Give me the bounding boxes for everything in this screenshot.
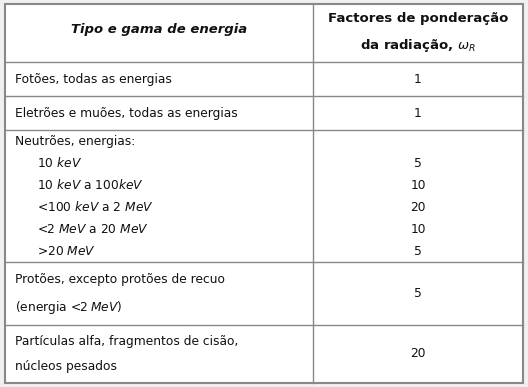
Text: 10 $keV$ a 100$keV$: 10 $keV$ a 100$keV$ — [37, 178, 144, 192]
Text: 5: 5 — [414, 245, 422, 258]
Text: <2 $MeV$ a 20 $MeV$: <2 $MeV$ a 20 $MeV$ — [37, 223, 149, 236]
Text: Factores de ponderação: Factores de ponderação — [328, 12, 508, 25]
Text: 1: 1 — [414, 73, 422, 86]
Text: Eletrões e muões, todas as energias: Eletrões e muões, todas as energias — [15, 107, 238, 120]
Text: >20 $MeV$: >20 $MeV$ — [37, 245, 96, 258]
Text: 1: 1 — [414, 107, 422, 120]
Text: 10 $keV$: 10 $keV$ — [37, 156, 82, 170]
Text: 5: 5 — [414, 287, 422, 300]
Text: 10: 10 — [410, 223, 426, 236]
Text: Partículas alfa, fragmentos de cisão,: Partículas alfa, fragmentos de cisão, — [15, 334, 238, 348]
Text: núcleos pesados: núcleos pesados — [15, 360, 117, 373]
Text: 10: 10 — [410, 179, 426, 192]
Text: 20: 20 — [410, 201, 426, 214]
Text: Tipo e gama de energia: Tipo e gama de energia — [71, 23, 247, 36]
Text: da radiação, $\omega_R$: da radiação, $\omega_R$ — [360, 38, 476, 55]
Text: <100 $keV$ a 2 $MeV$: <100 $keV$ a 2 $MeV$ — [37, 200, 154, 214]
Text: 20: 20 — [410, 348, 426, 360]
Text: (energia <2 $MeV$): (energia <2 $MeV$) — [15, 299, 122, 316]
Text: Protões, excepto protões de recuo: Protões, excepto protões de recuo — [15, 273, 225, 286]
Text: 5: 5 — [414, 157, 422, 170]
Text: Fotões, todas as energias: Fotões, todas as energias — [15, 73, 172, 86]
Text: Neutrões, energias:: Neutrões, energias: — [15, 135, 135, 148]
